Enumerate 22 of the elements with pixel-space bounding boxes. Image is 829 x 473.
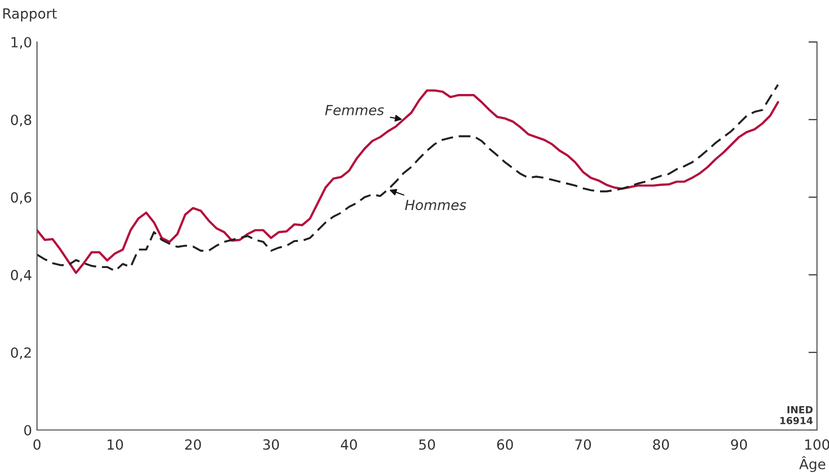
y-tick-label: 0,4 — [10, 270, 32, 282]
x-tick-label: 100 — [805, 439, 829, 450]
x-axis-title: Âge — [799, 456, 826, 472]
y-tick-label: 0,8 — [10, 114, 32, 126]
y-tick-label: 0 — [24, 424, 32, 436]
x-tick-label: 0 — [33, 439, 40, 450]
series-label: Hommes — [405, 200, 466, 210]
x-tick-label: 70 — [575, 439, 591, 450]
x-tick-label: 60 — [497, 439, 513, 450]
x-tick-label: 40 — [340, 439, 357, 450]
x-tick-label: 30 — [263, 439, 279, 450]
y-tick-label: 0,6 — [10, 192, 32, 204]
y-tick-label: 0,2 — [10, 347, 31, 360]
x-tick-label: 50 — [419, 439, 435, 450]
y-axis-title: Rapport — [3, 8, 57, 22]
annotation: INED 16914 — [780, 406, 813, 424]
x-tick-label: 90 — [731, 439, 747, 450]
x-tick-label: 80 — [653, 439, 669, 450]
x-tick-label: 10 — [108, 439, 123, 450]
y-tick-label: 1,0 — [12, 36, 32, 49]
series-label: Femmes — [325, 104, 384, 116]
x-tick-label: 20 — [185, 439, 201, 450]
